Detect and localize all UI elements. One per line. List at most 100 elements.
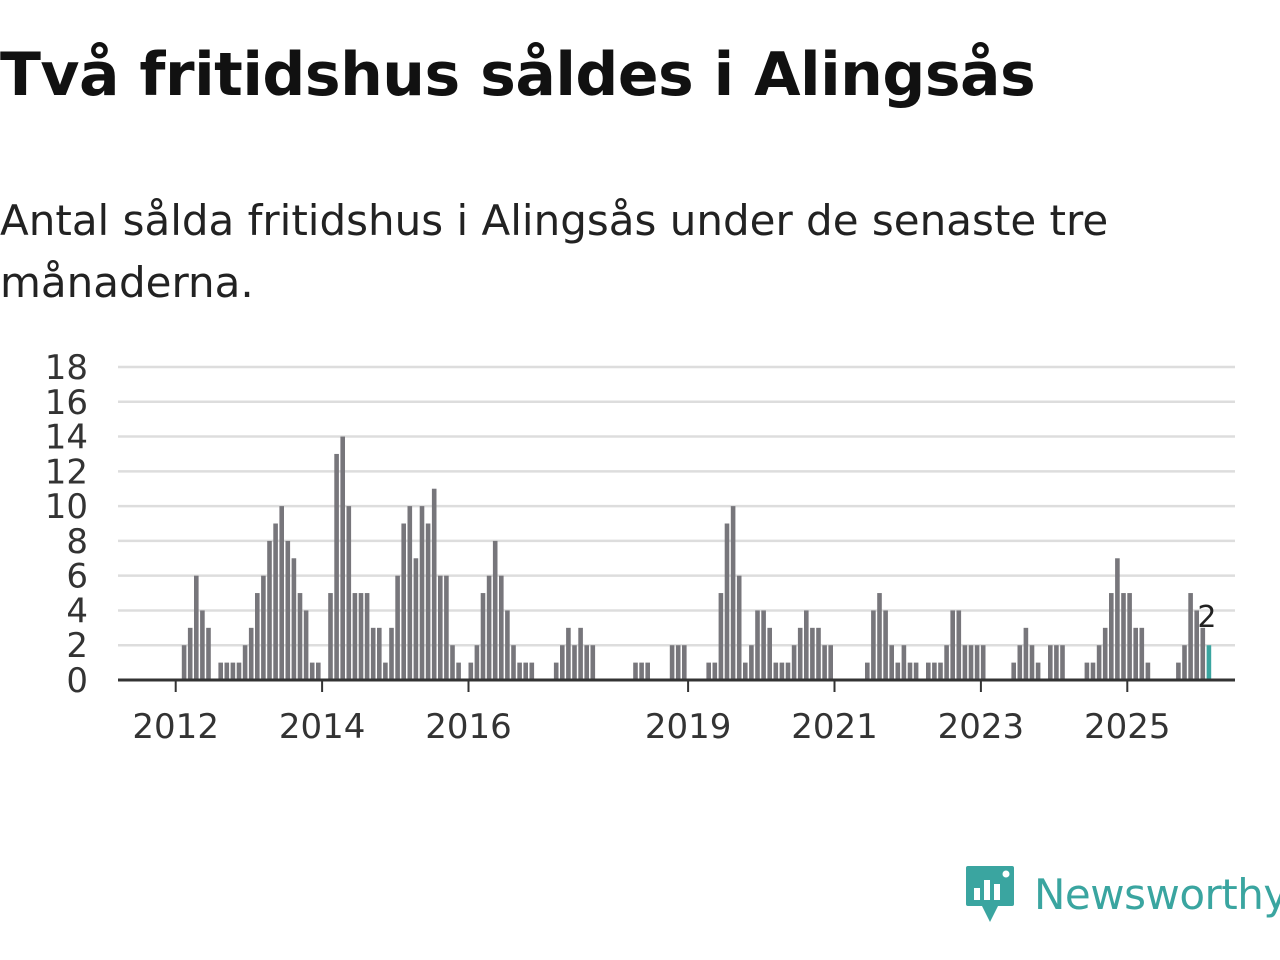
bar	[224, 662, 230, 680]
bar	[444, 575, 449, 680]
bar	[828, 645, 833, 680]
bar	[194, 575, 199, 680]
newsworthy-logo: Newsworthy	[964, 864, 1280, 926]
bar	[1048, 645, 1053, 680]
bar	[230, 662, 236, 680]
bar	[724, 523, 730, 680]
bar	[407, 506, 413, 680]
bar	[889, 645, 894, 680]
bar	[1090, 662, 1096, 680]
bar	[822, 645, 827, 680]
y-tick-label: 4	[66, 591, 88, 631]
bar	[682, 645, 687, 680]
bar	[499, 575, 504, 680]
bar	[749, 645, 754, 680]
bar	[1200, 627, 1206, 680]
bar	[1127, 593, 1132, 680]
bar	[364, 593, 370, 680]
bar	[1115, 558, 1120, 680]
bar	[303, 610, 309, 680]
bar	[248, 627, 254, 680]
bar	[334, 453, 339, 680]
bar	[370, 627, 376, 680]
newsworthy-logo-icon	[966, 866, 1014, 922]
bar	[267, 540, 272, 680]
bar	[413, 558, 419, 680]
bar	[340, 436, 345, 680]
bar	[883, 610, 888, 680]
bar	[932, 662, 937, 680]
bar	[529, 662, 535, 680]
bar	[1017, 645, 1023, 680]
bar	[456, 662, 461, 680]
bar	[261, 575, 266, 680]
bar	[572, 645, 577, 680]
bar	[358, 593, 364, 680]
bar	[236, 662, 242, 680]
bar	[316, 662, 321, 680]
bar	[980, 645, 986, 680]
bar	[279, 506, 284, 680]
bar	[926, 662, 931, 680]
y-tick-label: 14	[45, 418, 88, 458]
y-tick-label: 6	[66, 557, 88, 597]
bar	[633, 662, 638, 680]
bar	[1182, 645, 1187, 680]
highlighted-bar	[1206, 645, 1212, 680]
bar	[273, 523, 278, 680]
bar	[810, 627, 815, 680]
bar	[779, 662, 785, 680]
bar	[1060, 645, 1065, 680]
bar	[712, 662, 718, 680]
bar	[675, 645, 681, 680]
bar	[242, 645, 248, 680]
bar	[907, 662, 913, 680]
bar	[639, 662, 644, 680]
bar	[450, 645, 455, 680]
bar	[309, 662, 315, 680]
bar	[1194, 610, 1199, 680]
bar	[383, 662, 388, 680]
y-tick-label: 16	[45, 383, 88, 423]
y-tick-label: 8	[66, 522, 88, 562]
bar	[517, 662, 522, 680]
bar	[1121, 593, 1126, 680]
bar	[553, 662, 559, 680]
bar	[505, 610, 510, 680]
bar	[297, 593, 303, 680]
bar	[291, 558, 297, 680]
bar	[200, 610, 205, 680]
bar	[566, 627, 571, 680]
x-tick-label: 2025	[1084, 707, 1171, 747]
bar	[431, 488, 437, 680]
bar	[395, 575, 400, 680]
bar	[377, 627, 382, 680]
bar	[590, 645, 596, 680]
bar	[1084, 662, 1090, 680]
bar	[401, 523, 406, 680]
bar	[773, 662, 779, 680]
bar	[1139, 627, 1145, 680]
bar	[761, 610, 766, 680]
bar	[871, 610, 876, 680]
y-tick-label: 0	[66, 661, 88, 701]
bar	[895, 662, 901, 680]
bar	[736, 575, 742, 680]
bar	[1188, 593, 1193, 680]
bar	[1176, 662, 1181, 680]
bar	[938, 662, 943, 680]
x-tick-label: 2019	[645, 707, 732, 747]
bar	[755, 610, 760, 680]
bar	[944, 645, 949, 680]
bar	[730, 506, 736, 680]
value-label: 2	[1197, 600, 1216, 635]
bar	[968, 645, 974, 680]
x-tick-label: 2012	[132, 707, 219, 747]
bar	[187, 627, 193, 680]
bar	[743, 662, 748, 680]
bar	[956, 610, 962, 680]
bar	[1145, 662, 1151, 680]
bar	[218, 662, 223, 680]
bar	[389, 627, 394, 680]
